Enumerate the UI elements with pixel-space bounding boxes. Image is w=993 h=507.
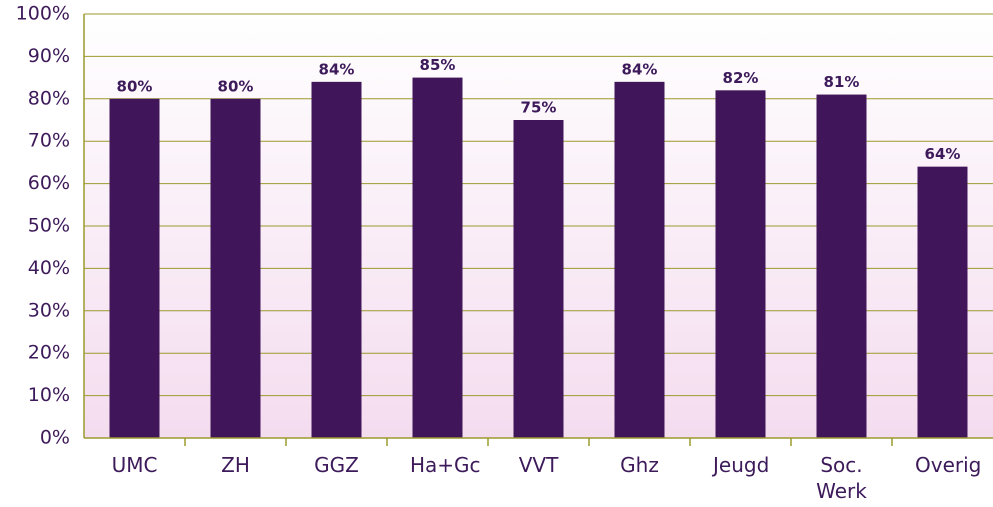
y-tick-label: 80%	[28, 87, 70, 109]
value-label: 80%	[117, 77, 153, 95]
y-tick-label: 0%	[40, 427, 70, 449]
y-tick-label: 90%	[28, 45, 70, 67]
y-tick-label: 50%	[28, 215, 70, 237]
x-tick-label: VVT	[518, 453, 559, 477]
bar	[816, 94, 867, 438]
y-tick-label: 10%	[28, 384, 70, 406]
y-tick-label: 100%	[16, 3, 70, 25]
x-tick-label: Jeugd	[713, 453, 770, 477]
value-label: 80%	[218, 77, 254, 95]
bar	[109, 98, 160, 439]
x-tick-label: Soc. Werk	[816, 453, 867, 503]
bar	[513, 120, 564, 438]
bar	[311, 81, 362, 438]
value-label: 85%	[420, 56, 456, 74]
y-tick-label: 70%	[28, 130, 70, 152]
x-tick-label: ZH	[221, 453, 250, 477]
value-label: 81%	[824, 73, 860, 91]
x-tick-label: UMC	[111, 453, 158, 477]
value-label: 84%	[622, 60, 658, 78]
bar	[210, 98, 261, 439]
value-label: 64%	[925, 145, 961, 163]
x-tick-label: GGZ	[314, 453, 359, 477]
bar	[412, 77, 463, 438]
x-tick-label: Ha+Gc	[410, 453, 481, 477]
bar	[715, 90, 766, 438]
y-tick-label: 30%	[28, 299, 70, 321]
value-label: 82%	[723, 69, 759, 87]
value-label: 84%	[319, 60, 355, 78]
y-tick-label: 20%	[28, 342, 70, 364]
y-tick-label: 40%	[28, 257, 70, 279]
x-tick-label: Ghz	[620, 453, 659, 477]
bar	[917, 166, 968, 438]
x-tick-label: Overig	[915, 453, 982, 477]
value-label: 75%	[521, 99, 557, 117]
y-tick-label: 60%	[28, 172, 70, 194]
bar	[614, 81, 665, 438]
